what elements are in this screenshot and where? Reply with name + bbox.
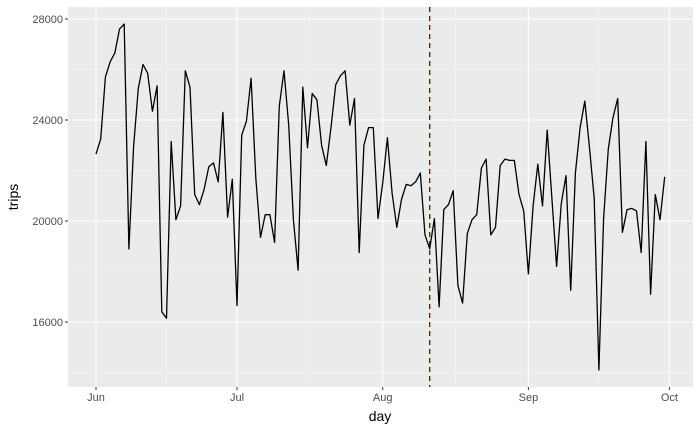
- y-axis-title: trips: [5, 184, 21, 210]
- y-tick-label: 20000: [32, 216, 63, 228]
- trips-series-line: [95, 23, 666, 371]
- x-axis-title: day: [369, 408, 392, 424]
- x-tick-label: Jul: [230, 392, 244, 404]
- y-axis: 16000 20000 24000 28000: [32, 14, 68, 329]
- y-tick-label: 28000: [32, 14, 63, 26]
- x-tick-label: Jun: [87, 392, 105, 404]
- minor-gridlines: [68, 7, 693, 387]
- x-tick-label: Aug: [373, 392, 393, 404]
- x-tick-label: Sep: [519, 392, 539, 404]
- x-tick-label: Oct: [661, 392, 678, 404]
- y-tick-label: 16000: [32, 317, 63, 329]
- y-tick-label: 24000: [32, 115, 63, 127]
- major-gridlines: [68, 7, 693, 387]
- x-axis: Jun Jul Aug Sep Oct: [87, 387, 678, 404]
